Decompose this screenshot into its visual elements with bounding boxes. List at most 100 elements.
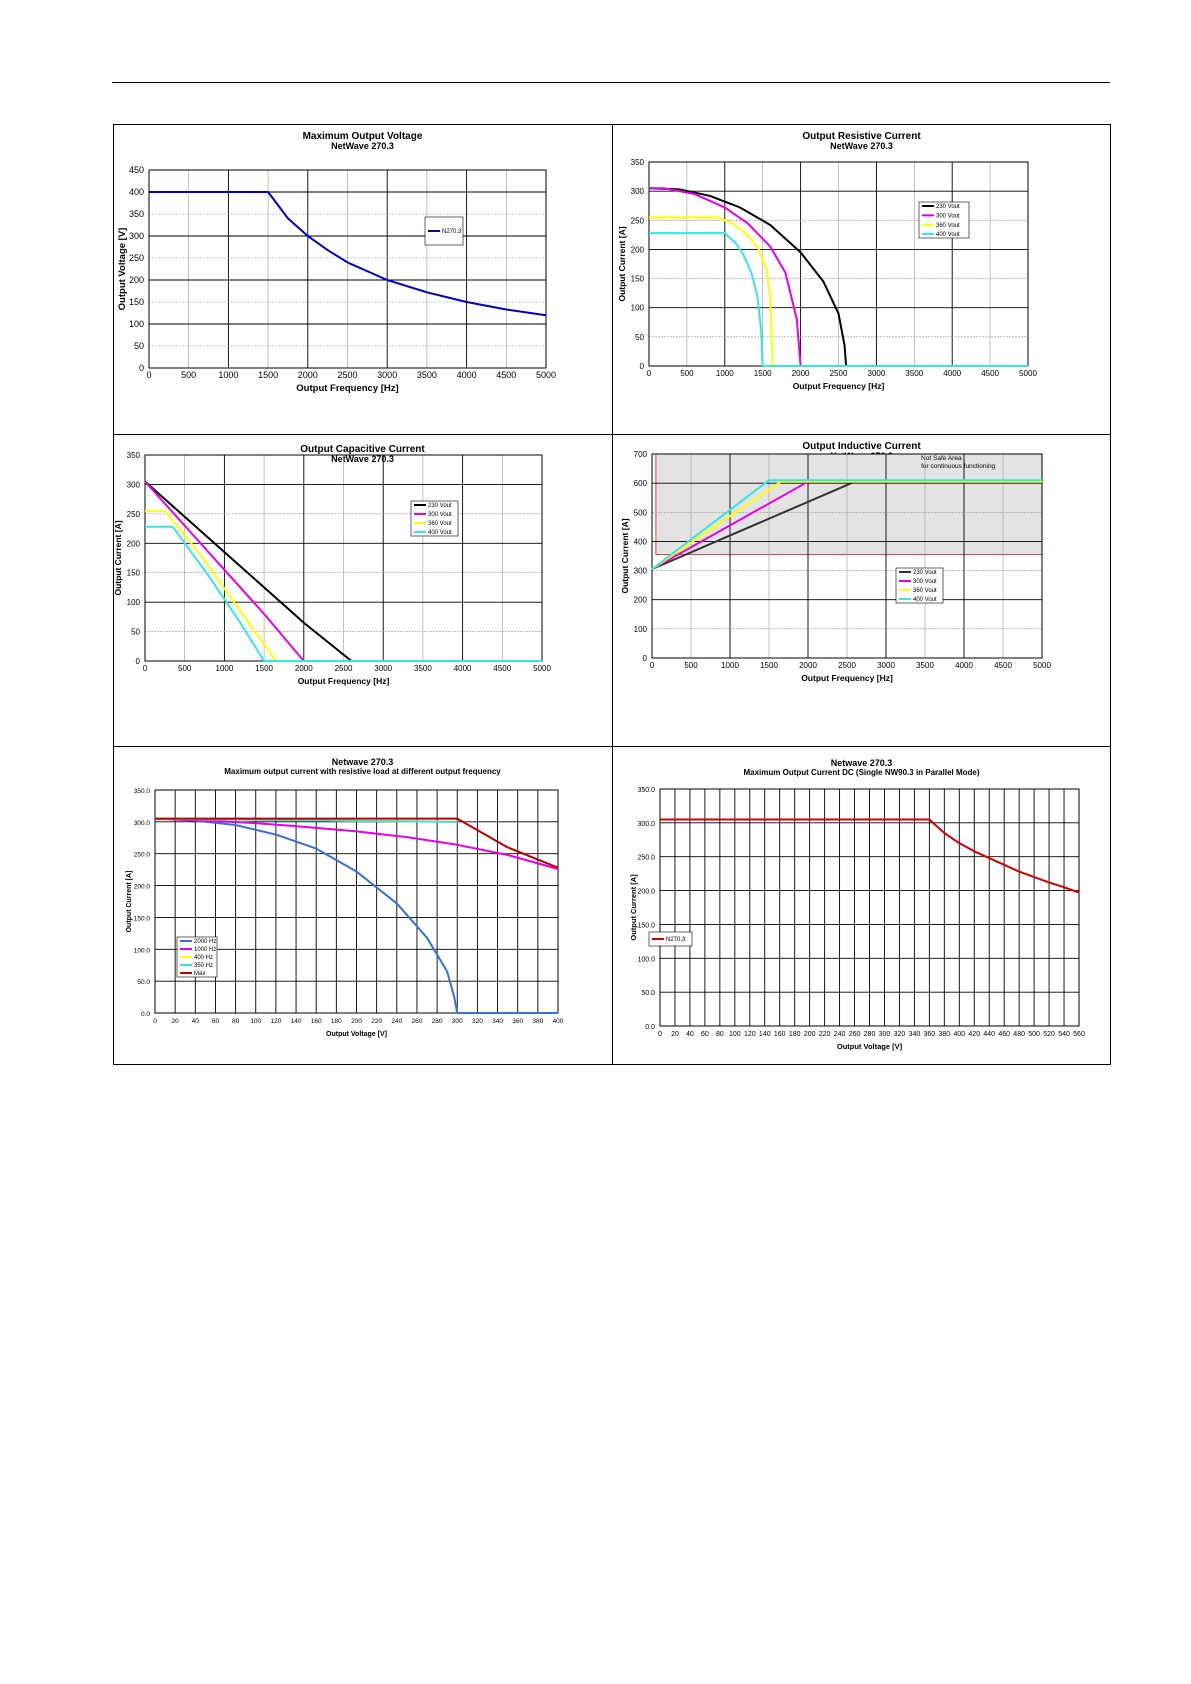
x-tick-label: 3500	[916, 661, 934, 670]
x-tick-label: 520	[1043, 1031, 1055, 1038]
y-axis-label: Output Current [A]	[114, 520, 123, 595]
y-tick-label: 0	[136, 657, 141, 666]
y-tick-label: 350.0	[134, 788, 151, 795]
x-tick-label: 280	[864, 1031, 876, 1038]
plot-area	[154, 789, 559, 1014]
x-tick-label: 2000	[799, 661, 817, 670]
x-tick-label: 1500	[255, 664, 273, 673]
x-tick-label: 100	[729, 1031, 741, 1038]
x-axis-label: Output Frequency [Hz]	[801, 673, 893, 683]
x-tick-label: 1500	[760, 661, 778, 670]
x-tick-label: 100	[250, 1018, 261, 1025]
y-tick-label: 100	[631, 304, 645, 313]
x-tick-label: 500	[680, 369, 694, 378]
x-tick-label: 4500	[981, 369, 999, 378]
x-tick-label: 380	[938, 1031, 950, 1038]
y-tick-label: 150.0	[637, 922, 655, 929]
not-safe-area-label: Not Safe Area	[921, 455, 962, 462]
x-tick-label: 2500	[830, 369, 848, 378]
x-tick-label: 60	[701, 1031, 709, 1038]
x-tick-label: 160	[774, 1031, 786, 1038]
y-tick-label: 0.0	[645, 1024, 655, 1031]
x-axis-label: Output Voltage [V]	[326, 1031, 387, 1038]
y-tick-label: 500	[634, 508, 648, 517]
legend-label: 360 Vout	[936, 223, 960, 229]
legend-label: 300 Vout	[936, 214, 960, 220]
x-tick-label: 1000	[716, 369, 734, 378]
x-tick-label: 440	[983, 1031, 995, 1038]
grid-divider-row1	[113, 434, 1111, 435]
x-tick-label: 40	[192, 1018, 200, 1025]
y-axis-label: Output Current [A]	[617, 226, 627, 301]
y-tick-label: 200.0	[134, 884, 151, 891]
x-tick-label: 500	[181, 370, 196, 380]
series-line	[651, 479, 1042, 570]
x-tick-label: 2500	[838, 661, 856, 670]
x-tick-label: 160	[311, 1018, 322, 1025]
y-tick-label: 400	[634, 537, 648, 546]
x-tick-label: 1000	[218, 370, 238, 380]
chart-output-capacitive-current: Output Capacitive Current NetWave 270.3 0 5…	[114, 435, 611, 745]
x-tick-label: 1500	[754, 369, 772, 378]
header-rule	[112, 82, 1110, 83]
y-tick-label: 200.0	[637, 889, 655, 896]
y-tick-label: 250	[631, 216, 645, 225]
x-tick-label: 360	[512, 1018, 523, 1025]
y-tick-label: 200	[129, 275, 144, 285]
legend-label: 230 Vout	[428, 503, 452, 509]
legend-label: 2000 Hz	[194, 939, 216, 945]
x-tick-label: 20	[671, 1031, 679, 1038]
grid-divider-vertical	[612, 124, 613, 1065]
y-tick-label: 0	[139, 363, 144, 373]
x-tick-label: 320	[472, 1018, 483, 1025]
y-tick-label: 50	[131, 628, 140, 637]
x-tick-label: 500	[684, 661, 698, 670]
x-tick-label: 400	[553, 1018, 564, 1025]
x-tick-label: 60	[212, 1018, 220, 1025]
y-tick-label: 700	[634, 450, 648, 459]
legend-box	[895, 567, 944, 604]
x-tick-label: 3500	[417, 370, 437, 380]
not-safe-area-label: for continuous functioning	[921, 463, 995, 470]
plot-area	[148, 169, 547, 369]
x-tick-label: 480	[1013, 1031, 1025, 1038]
series-line	[145, 525, 542, 662]
y-tick-label: 300.0	[637, 821, 655, 828]
legend-box	[918, 201, 970, 239]
x-tick-label: 500	[1028, 1031, 1040, 1038]
y-tick-label: 350	[127, 451, 141, 460]
y-tick-label: 400	[129, 187, 144, 197]
legend-box	[410, 500, 459, 537]
x-tick-label: 0	[658, 1031, 662, 1038]
y-tick-label: 100.0	[134, 947, 151, 954]
y-axis-label: Output Current [A]	[620, 518, 630, 593]
legend-label: 400 Vout	[936, 232, 960, 238]
chart-max-output-current-dc: Netwave 270.3 Maximum Output Current DC (…	[613, 747, 1110, 1064]
x-tick-label: 4500	[493, 664, 511, 673]
x-tick-label: 300	[879, 1031, 891, 1038]
chart-subtitle: Maximum Output Current DC (Single NW90.3…	[743, 768, 979, 777]
legend-label: 400 Vout	[428, 530, 452, 536]
x-tick-label: 3000	[877, 661, 895, 670]
legend-label: 360 Vout	[913, 588, 937, 594]
chart-resistive-load-frequency: Netwave 270.3 Maximum output current with…	[114, 747, 611, 1064]
x-tick-label: 380	[532, 1018, 543, 1025]
x-tick-label: 4000	[454, 664, 472, 673]
chart-title: Output Resistive Current	[802, 131, 921, 142]
grid-divider-row2	[113, 746, 1111, 747]
legend-label: 400 Hz	[194, 955, 213, 961]
y-tick-label: 200	[631, 245, 645, 254]
x-tick-label: 220	[819, 1031, 831, 1038]
x-tick-label: 260	[412, 1018, 423, 1025]
x-tick-label: 1500	[258, 370, 278, 380]
y-tick-label: 300	[631, 187, 645, 196]
plot-area	[651, 453, 1043, 659]
y-tick-label: 50.0	[641, 990, 655, 997]
x-tick-label: 2500	[337, 370, 357, 380]
y-tick-label: 150	[129, 297, 144, 307]
x-tick-label: 260	[849, 1031, 861, 1038]
x-tick-label: 4000	[955, 661, 973, 670]
